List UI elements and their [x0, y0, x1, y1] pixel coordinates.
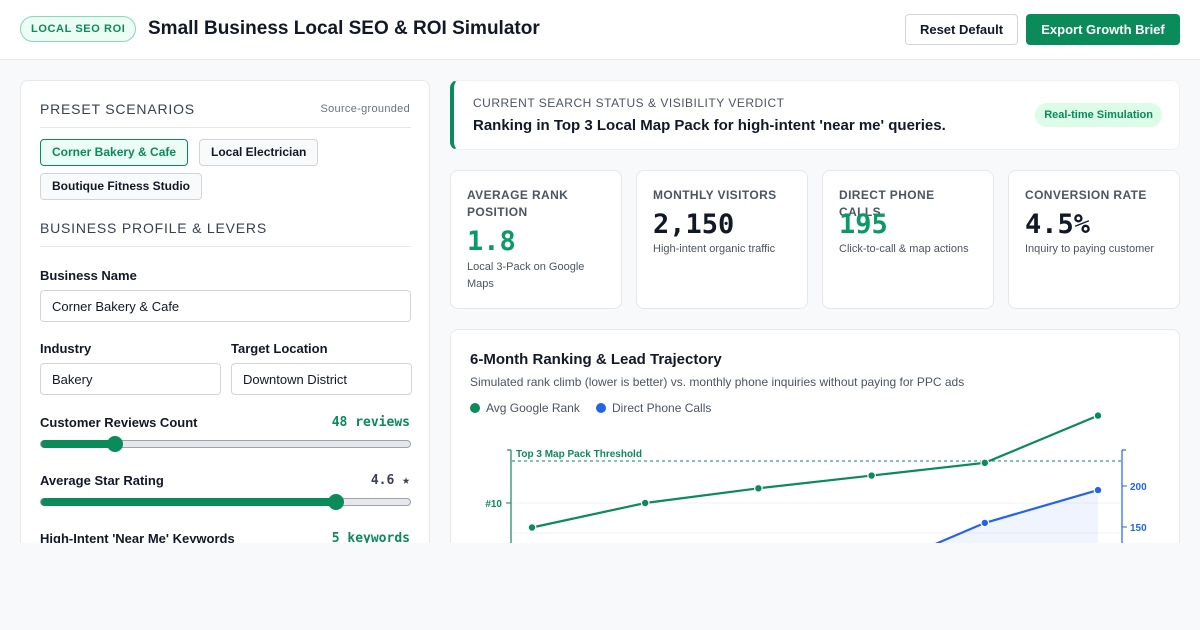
kpi-value: 4.5% [1025, 209, 1091, 240]
industry-input[interactable] [40, 363, 221, 395]
source-note: Source-grounded [320, 103, 410, 115]
divider [40, 127, 411, 128]
rank-point[interactable] [527, 523, 537, 532]
left-tick-label: #10 [485, 499, 502, 510]
top-bar: LOCAL SEO ROI Small Business Local SEO &… [0, 0, 1200, 60]
keywords-value: 5 keywords [331, 531, 410, 546]
keywords-label: High-Intent 'Near Me' Keywords [40, 531, 235, 546]
verdict-text: Ranking in Top 3 Local Map Pack for high… [473, 117, 946, 134]
star-rating-value: 4.6 ★ [370, 473, 410, 488]
right-tick-label: 200 [1130, 482, 1147, 493]
reviews-count-value: 48 reviews [331, 415, 410, 430]
reset-default-button[interactable]: Reset Default [905, 14, 1018, 45]
divider [40, 246, 411, 247]
star-rating-slider[interactable] [40, 494, 411, 510]
legend-label: Direct Phone Calls [612, 401, 712, 415]
slider-fill [41, 498, 337, 506]
kpi-value: 1.8 [467, 226, 516, 257]
preset-chip-corner-bakery[interactable]: Corner Bakery & Cafe [40, 139, 189, 166]
app-badge: LOCAL SEO ROI [20, 16, 137, 42]
rank-point[interactable] [1093, 411, 1103, 420]
rank-point[interactable] [867, 471, 877, 480]
top3-threshold-label: Top 3 Map Pack Threshold [516, 449, 642, 460]
kpi-monthly-visitors: MONTHLY VISITORS 2,150 High-intent organ… [636, 170, 808, 309]
legend-direct-phone-calls: Direct Phone Calls [596, 401, 711, 415]
slider-thumb[interactable] [328, 494, 345, 510]
reviews-count-slider[interactable] [40, 436, 411, 452]
kpi-label: AVERAGE RANK POSITION [467, 188, 569, 219]
kpi-value: 195 [839, 209, 888, 240]
kpi-subtext: Inquiry to paying customer [1025, 243, 1155, 255]
kpi-subtext: High-intent organic traffic [653, 243, 776, 255]
legend-label: Avg Google Rank [486, 401, 580, 415]
preset-chip-local-electrician[interactable]: Local Electrician [199, 139, 319, 166]
chart-title: 6-Month Ranking & Lead Trajectory [470, 351, 722, 368]
kpi-subtext: Local 3-Pack on Google Maps [467, 261, 585, 290]
target-location-label: Target Location [231, 341, 328, 356]
legend-swatch [596, 403, 606, 413]
kpi-label: DIRECT PHONE CALLS [839, 188, 935, 219]
target-location-input[interactable] [231, 363, 412, 395]
business-profile-title: BUSINESS PROFILE & LEVERS [40, 220, 267, 236]
kpi-value: 2,150 [653, 209, 735, 240]
app-title: Small Business Local SEO & ROI Simulator [148, 18, 540, 39]
kpi-label: MONTHLY VISITORS [653, 188, 777, 202]
reviews-count-label: Customer Reviews Count [40, 415, 198, 430]
kpi-subtext: Click-to-call & map actions [839, 243, 969, 255]
export-growth-brief-button[interactable]: Export Growth Brief [1026, 14, 1180, 45]
page-background [0, 543, 1200, 630]
right-tick-label: 150 [1130, 523, 1147, 534]
preset-scenarios-title: PRESET SCENARIOS [40, 101, 195, 117]
real-time-simulation-badge: Real-time Simulation [1035, 103, 1162, 127]
legend-avg-google-rank: Avg Google Rank [470, 401, 580, 415]
star-rating-label: Average Star Rating [40, 473, 164, 488]
rank-point[interactable] [754, 483, 763, 493]
kpi-average-rank: AVERAGE RANK POSITION 1.8 Local 3-Pack o… [450, 170, 622, 309]
kpi-label: CONVERSION RATE [1025, 188, 1147, 202]
controls-panel: PRESET SCENARIOS Source-grounded Corner … [20, 80, 430, 560]
legend-swatch [470, 403, 480, 413]
rank-point[interactable] [640, 498, 650, 508]
industry-label: Industry [40, 341, 92, 356]
kpi-direct-phone-calls: DIRECT PHONE CALLS 195 Click-to-call & m… [822, 170, 994, 309]
rank-line [531, 414, 1099, 529]
slider-thumb[interactable] [106, 436, 123, 452]
rank-point[interactable] [980, 458, 990, 468]
business-name-input[interactable] [40, 290, 411, 322]
business-name-label: Business Name [40, 268, 137, 283]
calls-point[interactable] [1093, 485, 1103, 495]
kpi-conversion-rate: CONVERSION RATE 4.5% Inquiry to paying c… [1008, 170, 1180, 309]
slider-fill [41, 440, 115, 448]
preset-chip-boutique-fitness[interactable]: Boutique Fitness Studio [40, 173, 202, 200]
calls-point[interactable] [980, 518, 990, 528]
visibility-verdict-card: CURRENT SEARCH STATUS & VISIBILITY VERDI… [450, 80, 1180, 150]
chart-subtitle: Simulated rank climb (lower is better) v… [470, 375, 965, 389]
verdict-caption: CURRENT SEARCH STATUS & VISIBILITY VERDI… [473, 96, 785, 110]
